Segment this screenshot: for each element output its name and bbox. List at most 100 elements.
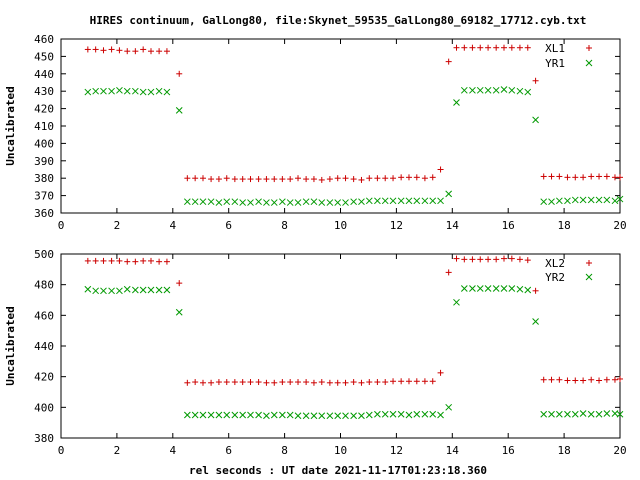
y-axis-label: Uncalibrated	[4, 86, 17, 165]
data-point	[390, 175, 397, 182]
data-point	[476, 285, 484, 292]
data-point	[548, 198, 555, 206]
data-point	[390, 378, 397, 385]
data-point	[132, 48, 139, 55]
data-point	[239, 411, 247, 419]
data-point	[116, 47, 123, 54]
data-point	[255, 411, 262, 419]
data-point	[524, 286, 532, 294]
data-point	[603, 410, 611, 417]
data-point	[350, 176, 357, 183]
data-point	[286, 411, 294, 419]
data-point	[516, 44, 523, 51]
data-point	[366, 379, 373, 386]
data-point	[92, 46, 99, 53]
y-tick-label: 380	[34, 172, 54, 185]
data-point	[147, 286, 155, 294]
data-point	[286, 199, 294, 206]
data-point	[199, 411, 207, 419]
data-point	[421, 197, 429, 205]
legend-label: XL1	[545, 42, 565, 55]
data-point	[255, 176, 262, 183]
data-point	[294, 412, 302, 420]
data-point	[603, 196, 611, 204]
data-point	[437, 411, 444, 419]
data-point	[374, 410, 381, 418]
x-tick-label: 8	[281, 444, 288, 457]
data-point	[279, 176, 286, 183]
data-point	[163, 286, 171, 294]
data-point	[255, 379, 262, 386]
data-point	[413, 378, 420, 385]
data-point	[215, 379, 222, 386]
data-point	[155, 87, 163, 95]
data-point	[492, 86, 500, 94]
data-point	[524, 44, 531, 51]
data-point	[108, 257, 115, 264]
data-point	[192, 175, 199, 182]
data-point	[572, 377, 579, 384]
data-point	[616, 195, 624, 203]
data-point	[413, 410, 421, 418]
data-point	[437, 197, 444, 205]
data-point	[223, 198, 231, 206]
chart-title: HIRES continuum, GalLong80, file:Skynet_…	[90, 14, 587, 27]
data-point	[84, 46, 91, 53]
data-point	[310, 176, 317, 183]
data-point	[334, 199, 342, 206]
y-tick-label: 400	[34, 401, 54, 414]
data-point	[516, 285, 524, 293]
data-point	[156, 48, 163, 55]
data-point	[485, 44, 492, 51]
data-point	[191, 198, 199, 206]
y-tick-label: 500	[34, 248, 54, 261]
data-point	[374, 175, 381, 182]
data-point	[207, 198, 215, 206]
data-point	[176, 280, 183, 287]
series-yr2	[84, 285, 624, 420]
data-point	[326, 412, 334, 420]
data-point	[374, 197, 381, 205]
data-point	[183, 411, 191, 419]
data-point	[192, 379, 199, 386]
data-point	[484, 285, 492, 292]
data-point	[302, 198, 310, 206]
data-point	[147, 88, 155, 96]
data-point	[548, 410, 555, 418]
data-point	[405, 174, 412, 181]
data-point	[461, 256, 468, 263]
data-point	[215, 199, 223, 206]
data-point	[334, 379, 341, 386]
data-point	[374, 379, 381, 386]
data-point	[453, 44, 460, 51]
data-point	[382, 175, 389, 182]
data-point	[540, 376, 547, 383]
data-point	[208, 379, 215, 386]
data-point	[398, 174, 405, 181]
data-point	[239, 379, 246, 386]
data-point	[616, 410, 624, 418]
x-tick-label: 4	[169, 219, 176, 232]
data-point	[437, 369, 444, 376]
x-tick-label: 14	[446, 444, 460, 457]
x-tick-label: 20	[613, 219, 626, 232]
data-point	[318, 176, 325, 183]
data-point	[603, 173, 610, 180]
data-point	[429, 410, 437, 418]
data-point	[484, 86, 492, 94]
data-point	[469, 44, 476, 51]
legend-label: YR1	[545, 57, 565, 70]
data-point	[116, 86, 123, 94]
legend-marker	[585, 273, 593, 281]
data-point	[587, 196, 595, 204]
data-point	[124, 258, 131, 265]
data-point	[508, 86, 516, 94]
data-point	[100, 287, 107, 295]
data-point	[596, 377, 603, 384]
data-point	[263, 176, 270, 183]
data-point	[303, 176, 310, 183]
data-point	[389, 410, 397, 418]
bottom-panel: 380 400 420 440 460 480 500 0 2 4 6 8 10 12 14 16 18 20 Un…	[4, 248, 627, 457]
data-point	[421, 378, 428, 385]
data-point	[163, 48, 170, 55]
